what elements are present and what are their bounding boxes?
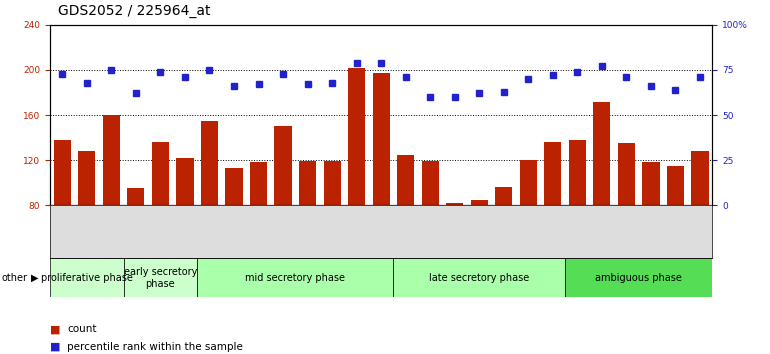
Bar [495, 187, 512, 296]
Bar [226, 168, 243, 296]
Bar [565, 258, 712, 297]
Text: GSM109824: GSM109824 [229, 205, 239, 260]
Text: GSM109840: GSM109840 [695, 205, 705, 260]
Text: GSM109833: GSM109833 [671, 205, 680, 260]
Text: proliferative phase: proliferative phase [41, 273, 132, 283]
Bar [124, 258, 197, 297]
Bar [54, 140, 71, 296]
Text: count: count [67, 324, 96, 334]
Bar [373, 73, 390, 296]
Bar [642, 162, 660, 296]
Text: GSM109829: GSM109829 [352, 205, 361, 260]
Bar [50, 258, 124, 297]
Bar [397, 155, 414, 296]
Text: GSM109823: GSM109823 [622, 205, 631, 260]
Bar [250, 162, 267, 296]
Bar [102, 115, 120, 296]
Text: GSM109835: GSM109835 [450, 205, 459, 260]
Bar [446, 203, 464, 296]
Bar [691, 151, 708, 296]
Text: GSM109817: GSM109817 [132, 205, 140, 260]
Bar [197, 258, 393, 297]
Text: GSM109816: GSM109816 [107, 205, 116, 260]
Bar [176, 158, 193, 296]
Text: ▶: ▶ [31, 273, 38, 283]
Text: other: other [2, 273, 28, 283]
Text: GSM109814: GSM109814 [58, 205, 67, 260]
Bar [594, 102, 611, 296]
Bar [422, 161, 439, 296]
Text: ■: ■ [50, 342, 61, 352]
Bar [274, 126, 292, 296]
Bar [393, 258, 565, 297]
Text: GSM109818: GSM109818 [573, 205, 582, 260]
Text: ■: ■ [50, 324, 61, 334]
Bar [152, 142, 169, 296]
Text: percentile rank within the sample: percentile rank within the sample [67, 342, 243, 352]
Text: early secretory
phase: early secretory phase [124, 267, 197, 289]
Bar [299, 161, 316, 296]
Text: GSM109827: GSM109827 [303, 205, 312, 260]
Text: mid secretory phase: mid secretory phase [246, 273, 345, 283]
Bar [618, 143, 635, 296]
Bar [520, 160, 537, 296]
Bar [544, 142, 561, 296]
Bar [79, 151, 95, 296]
Text: GSM109826: GSM109826 [279, 205, 287, 260]
Bar [667, 166, 684, 296]
Text: GSM109836: GSM109836 [475, 205, 484, 260]
Text: GSM109828: GSM109828 [327, 205, 336, 260]
Text: GSM109825: GSM109825 [254, 205, 263, 260]
Text: GSM109821: GSM109821 [180, 205, 189, 260]
Text: GSM109819: GSM109819 [598, 205, 607, 260]
Text: GSM109834: GSM109834 [426, 205, 435, 260]
Text: GSM109815: GSM109815 [82, 205, 92, 260]
Text: late secretory phase: late secretory phase [429, 273, 530, 283]
Text: GDS2052 / 225964_at: GDS2052 / 225964_at [58, 4, 210, 18]
Text: GSM109831: GSM109831 [401, 205, 410, 260]
Bar [569, 140, 586, 296]
Bar [127, 188, 145, 296]
Text: GSM109822: GSM109822 [205, 205, 214, 260]
Text: GSM109832: GSM109832 [647, 205, 655, 260]
Bar [201, 121, 218, 296]
Text: GSM109837: GSM109837 [499, 205, 508, 260]
Bar [323, 161, 340, 296]
Text: GSM109830: GSM109830 [377, 205, 386, 260]
Text: GSM109820: GSM109820 [156, 205, 165, 260]
Bar [348, 68, 365, 296]
Text: GSM109838: GSM109838 [524, 205, 533, 260]
Bar [470, 200, 488, 296]
Text: GSM109839: GSM109839 [548, 205, 557, 260]
Text: ambiguous phase: ambiguous phase [595, 273, 682, 283]
